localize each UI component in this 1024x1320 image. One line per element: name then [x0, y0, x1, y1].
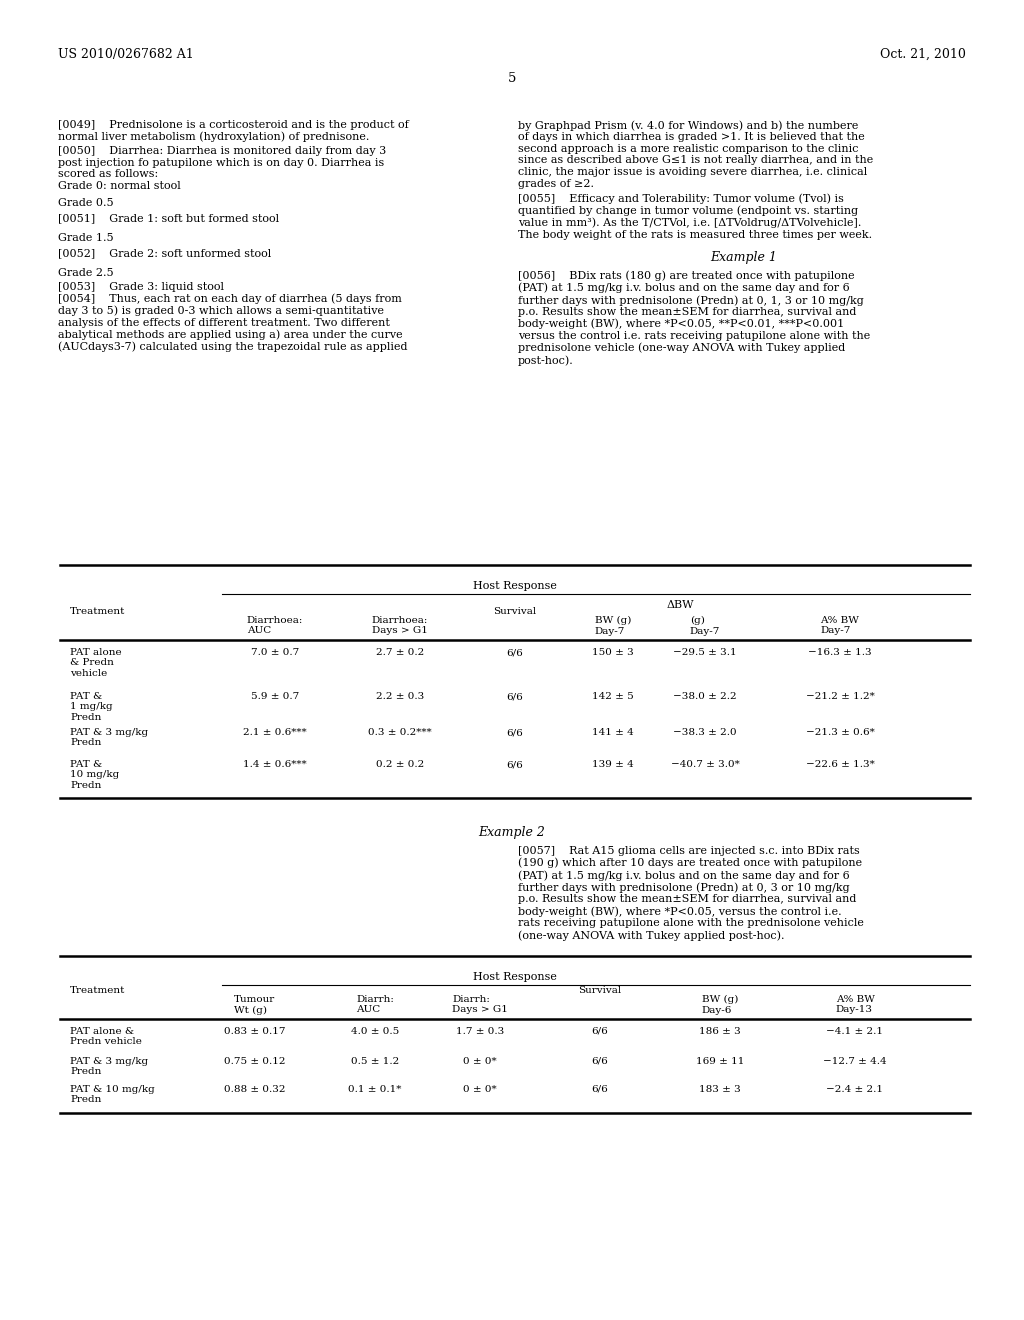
Text: by Graphpad Prism (v. 4.0 for Windows) and b) the numbere
of days in which diarr: by Graphpad Prism (v. 4.0 for Windows) a…: [518, 120, 873, 189]
Text: 186 ± 3: 186 ± 3: [699, 1027, 741, 1036]
Text: [0057]    Rat A15 glioma cells are injected s.c. into BDix rats
(190 g) which af: [0057] Rat A15 glioma cells are injected…: [518, 846, 864, 941]
Text: A% BW
Day-13: A% BW Day-13: [836, 995, 874, 1014]
Text: ΔBW: ΔBW: [667, 601, 693, 610]
Text: 0.2 ± 0.2: 0.2 ± 0.2: [376, 760, 424, 770]
Text: A% BW
Day-7: A% BW Day-7: [820, 616, 859, 635]
Text: 142 ± 5: 142 ± 5: [592, 692, 634, 701]
Text: 183 ± 3: 183 ± 3: [699, 1085, 741, 1094]
Text: [0056]    BDix rats (180 g) are treated once with patupilone
(PAT) at 1.5 mg/kg : [0056] BDix rats (180 g) are treated onc…: [518, 271, 870, 366]
Text: [0052]    Grade 2: soft unformed stool: [0052] Grade 2: soft unformed stool: [58, 248, 271, 259]
Text: 0 ± 0*: 0 ± 0*: [463, 1085, 497, 1094]
Text: −38.3 ± 2.0: −38.3 ± 2.0: [673, 729, 737, 737]
Text: Example 2: Example 2: [478, 826, 546, 840]
Text: −4.1 ± 2.1: −4.1 ± 2.1: [826, 1027, 884, 1036]
Text: PAT & 3 mg/kg
Predn: PAT & 3 mg/kg Predn: [70, 729, 148, 747]
Text: [0050]    Diarrhea: Diarrhea is monitored daily from day 3
post injection fo pat: [0050] Diarrhea: Diarrhea is monitored d…: [58, 147, 386, 191]
Text: BW (g)
Day-6: BW (g) Day-6: [701, 995, 738, 1015]
Text: 7.0 ± 0.7: 7.0 ± 0.7: [251, 648, 299, 657]
Text: Oct. 21, 2010: Oct. 21, 2010: [880, 48, 966, 61]
Text: Diarrhoea:
AUC: Diarrhoea: AUC: [247, 616, 303, 635]
Text: [0055]    Efficacy and Tolerability: Tumor volume (Tvol) is
quantified by change: [0055] Efficacy and Tolerability: Tumor …: [518, 193, 872, 240]
Text: 169 ± 11: 169 ± 11: [696, 1057, 744, 1067]
Text: US 2010/0267682 A1: US 2010/0267682 A1: [58, 48, 194, 61]
Text: −21.2 ± 1.2*: −21.2 ± 1.2*: [806, 692, 874, 701]
Text: 0.5 ± 1.2: 0.5 ± 1.2: [351, 1057, 399, 1067]
Text: PAT alone
& Predn
vehicle: PAT alone & Predn vehicle: [70, 648, 122, 677]
Text: Treatment: Treatment: [70, 986, 125, 995]
Text: Survival: Survival: [494, 607, 537, 616]
Text: Treatment: Treatment: [70, 607, 125, 616]
Text: (g)
Day-7: (g) Day-7: [690, 616, 720, 635]
Text: Host Response: Host Response: [473, 581, 557, 591]
Text: 6/6: 6/6: [507, 692, 523, 701]
Text: 2.7 ± 0.2: 2.7 ± 0.2: [376, 648, 424, 657]
Text: [0053]    Grade 3: liquid stool
[0054]    Thus, each rat on each day of diarrhea: [0053] Grade 3: liquid stool [0054] Thus…: [58, 281, 408, 352]
Text: 6/6: 6/6: [507, 760, 523, 770]
Text: 5.9 ± 0.7: 5.9 ± 0.7: [251, 692, 299, 701]
Text: PAT alone &
Predn vehicle: PAT alone & Predn vehicle: [70, 1027, 142, 1047]
Text: [0049]    Prednisolone is a corticosteroid and is the product of
normal liver me: [0049] Prednisolone is a corticosteroid …: [58, 120, 409, 143]
Text: PAT & 3 mg/kg
Predn: PAT & 3 mg/kg Predn: [70, 1057, 148, 1076]
Text: 141 ± 4: 141 ± 4: [592, 729, 634, 737]
Text: 150 ± 3: 150 ± 3: [592, 648, 634, 657]
Text: 139 ± 4: 139 ± 4: [592, 760, 634, 770]
Text: 6/6: 6/6: [507, 648, 523, 657]
Text: PAT &
10 mg/kg
Predn: PAT & 10 mg/kg Predn: [70, 760, 119, 789]
Text: Diarrh:
AUC: Diarrh: AUC: [356, 995, 394, 1014]
Text: BW (g)
Day-7: BW (g) Day-7: [595, 616, 631, 635]
Text: 0.1 ± 0.1*: 0.1 ± 0.1*: [348, 1085, 401, 1094]
Text: [0051]    Grade 1: soft but formed stool: [0051] Grade 1: soft but formed stool: [58, 214, 280, 223]
Text: Grade 1.5: Grade 1.5: [58, 234, 114, 243]
Text: 5: 5: [508, 73, 516, 84]
Text: −40.7 ± 3.0*: −40.7 ± 3.0*: [671, 760, 739, 770]
Text: 6/6: 6/6: [592, 1085, 608, 1094]
Text: Host Response: Host Response: [473, 972, 557, 982]
Text: Example 1: Example 1: [711, 251, 777, 264]
Text: −2.4 ± 2.1: −2.4 ± 2.1: [826, 1085, 884, 1094]
Text: PAT &
1 mg/kg
Predn: PAT & 1 mg/kg Predn: [70, 692, 113, 722]
Text: −22.6 ± 1.3*: −22.6 ± 1.3*: [806, 760, 874, 770]
Text: 2.2 ± 0.3: 2.2 ± 0.3: [376, 692, 424, 701]
Text: 0.75 ± 0.12: 0.75 ± 0.12: [224, 1057, 286, 1067]
Text: 0.3 ± 0.2***: 0.3 ± 0.2***: [369, 729, 432, 737]
Text: 6/6: 6/6: [592, 1027, 608, 1036]
Text: −29.5 ± 3.1: −29.5 ± 3.1: [673, 648, 737, 657]
Text: −12.7 ± 4.4: −12.7 ± 4.4: [823, 1057, 887, 1067]
Text: −38.0 ± 2.2: −38.0 ± 2.2: [673, 692, 737, 701]
Text: Tumour
Wt (g): Tumour Wt (g): [234, 995, 275, 1015]
Text: 2.1 ± 0.6***: 2.1 ± 0.6***: [243, 729, 307, 737]
Text: −21.3 ± 0.6*: −21.3 ± 0.6*: [806, 729, 874, 737]
Text: −16.3 ± 1.3: −16.3 ± 1.3: [808, 648, 871, 657]
Text: 0 ± 0*: 0 ± 0*: [463, 1057, 497, 1067]
Text: Diarrhoea:
Days > G1: Diarrhoea: Days > G1: [372, 616, 428, 635]
Text: 0.88 ± 0.32: 0.88 ± 0.32: [224, 1085, 286, 1094]
Text: Diarrh:
Days > G1: Diarrh: Days > G1: [452, 995, 508, 1014]
Text: 6/6: 6/6: [507, 729, 523, 737]
Text: Survival: Survival: [579, 986, 622, 995]
Text: 4.0 ± 0.5: 4.0 ± 0.5: [351, 1027, 399, 1036]
Text: Grade 2.5: Grade 2.5: [58, 268, 114, 279]
Text: 6/6: 6/6: [592, 1057, 608, 1067]
Text: 1.7 ± 0.3: 1.7 ± 0.3: [456, 1027, 504, 1036]
Text: 0.83 ± 0.17: 0.83 ± 0.17: [224, 1027, 286, 1036]
Text: 1.4 ± 0.6***: 1.4 ± 0.6***: [243, 760, 307, 770]
Text: Grade 0.5: Grade 0.5: [58, 198, 114, 209]
Text: PAT & 10 mg/kg
Predn: PAT & 10 mg/kg Predn: [70, 1085, 155, 1105]
